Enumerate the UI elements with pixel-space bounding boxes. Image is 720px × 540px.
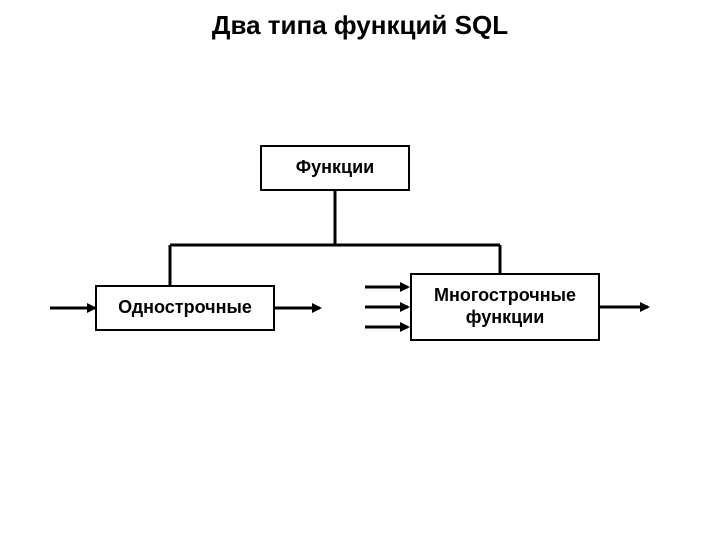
- diagram: Функции Однострочные Многострочные функц…: [80, 145, 640, 405]
- node-root: Функции: [260, 145, 410, 191]
- node-root-label: Функции: [296, 157, 374, 179]
- title-text: Два типа функций SQL: [212, 10, 508, 40]
- page-title: Два типа функций SQL: [0, 10, 720, 41]
- node-left: Однострочные: [95, 285, 275, 331]
- node-left-label: Однострочные: [118, 297, 252, 319]
- node-right-label: Многострочные функции: [434, 285, 576, 328]
- node-right: Многострочные функции: [410, 273, 600, 341]
